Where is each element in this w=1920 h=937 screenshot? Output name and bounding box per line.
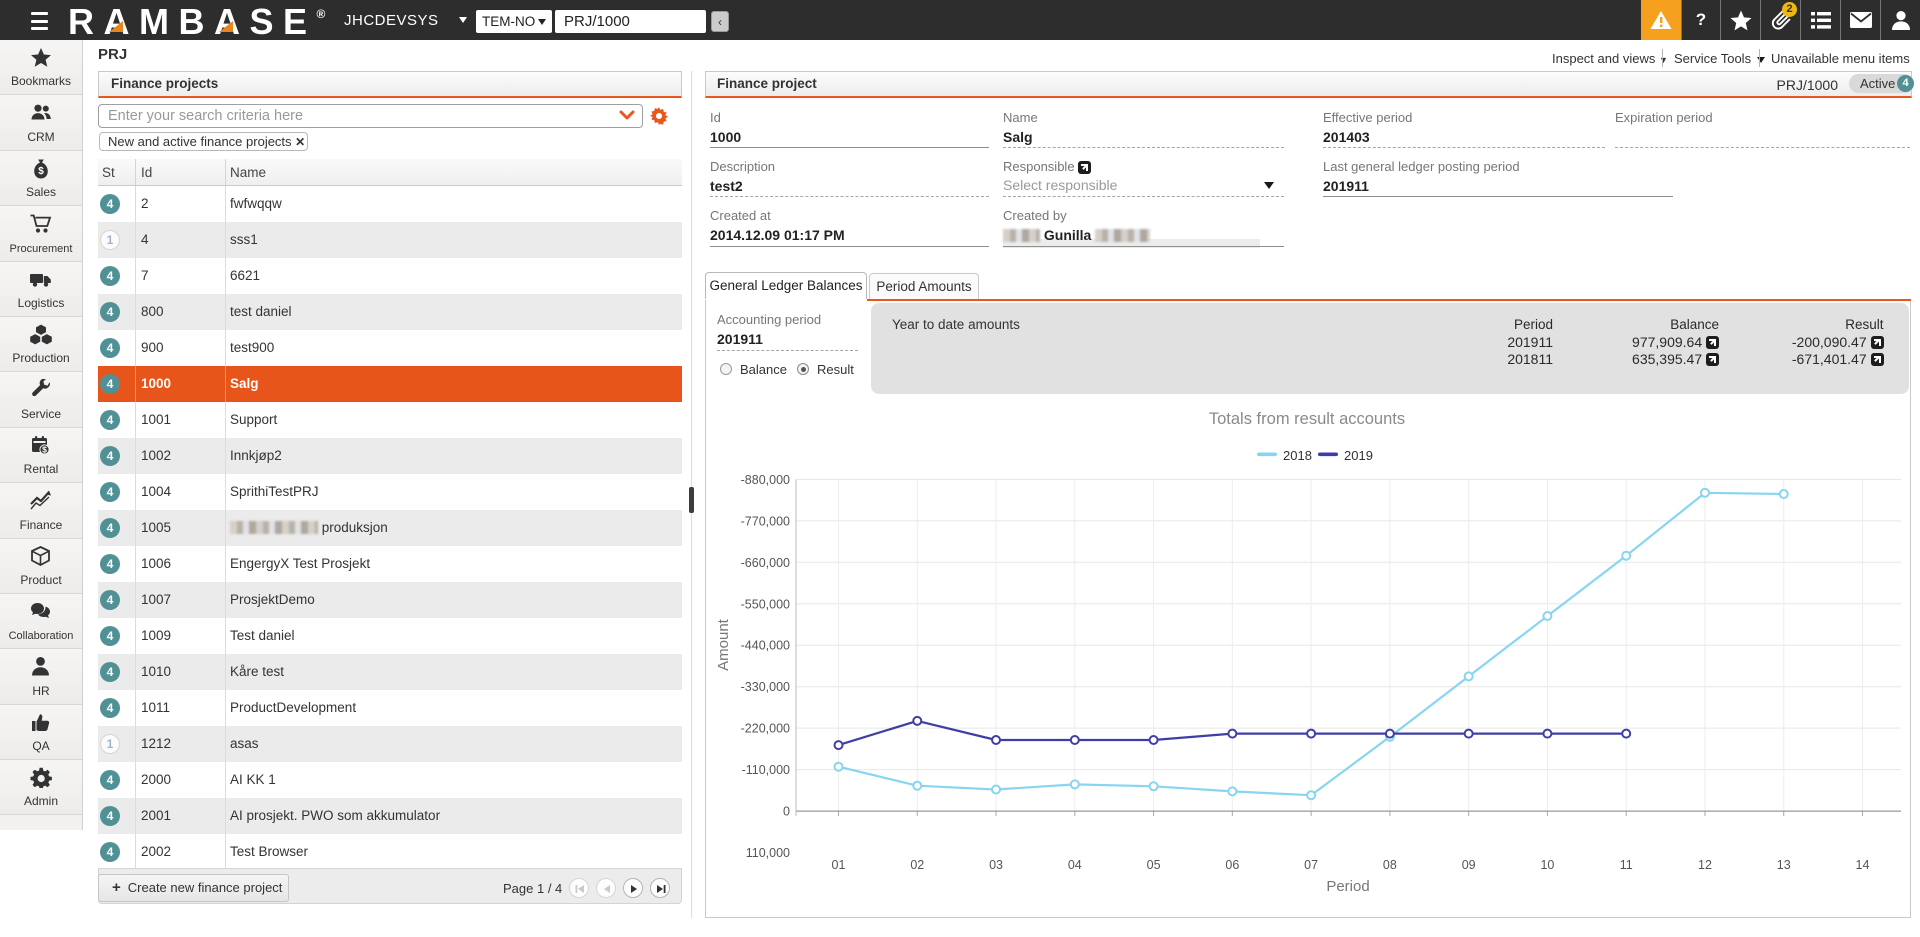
svg-text:Totals from result accounts: Totals from result accounts	[1209, 410, 1405, 428]
svg-text:-660,000: -660,000	[741, 556, 790, 570]
svg-text:12: 12	[1698, 858, 1712, 872]
svg-text:-330,000: -330,000	[741, 680, 790, 694]
svg-text:-770,000: -770,000	[741, 514, 790, 528]
svg-text:0: 0	[783, 805, 790, 819]
svg-text:11: 11	[1620, 858, 1633, 872]
svg-text:08: 08	[1383, 858, 1397, 872]
svg-text:2018: 2018	[1283, 448, 1312, 463]
svg-text:$: $	[42, 444, 47, 454]
svg-text:06: 06	[1225, 858, 1239, 872]
svg-text:09: 09	[1462, 858, 1476, 872]
svg-text:-110,000: -110,000	[742, 763, 790, 777]
svg-text:-440,000: -440,000	[741, 639, 790, 653]
svg-text:14: 14	[1856, 858, 1870, 872]
svg-text:02: 02	[910, 858, 924, 872]
svg-text:2019: 2019	[1344, 448, 1373, 463]
svg-text:01: 01	[832, 858, 846, 872]
svg-text:10: 10	[1540, 858, 1554, 872]
svg-text:Amount: Amount	[715, 618, 732, 671]
svg-text:04: 04	[1068, 858, 1082, 872]
svg-text:-220,000: -220,000	[741, 722, 790, 736]
svg-text:Period: Period	[1326, 878, 1369, 895]
svg-text:05: 05	[1147, 858, 1161, 872]
svg-text:07: 07	[1304, 858, 1318, 872]
svg-text:-880,000: -880,000	[741, 473, 790, 487]
svg-text:$: $	[38, 166, 44, 177]
svg-text:13: 13	[1777, 858, 1791, 872]
svg-text:110,000: 110,000	[746, 846, 790, 860]
svg-text:03: 03	[989, 858, 1003, 872]
svg-text:-550,000: -550,000	[741, 597, 790, 611]
